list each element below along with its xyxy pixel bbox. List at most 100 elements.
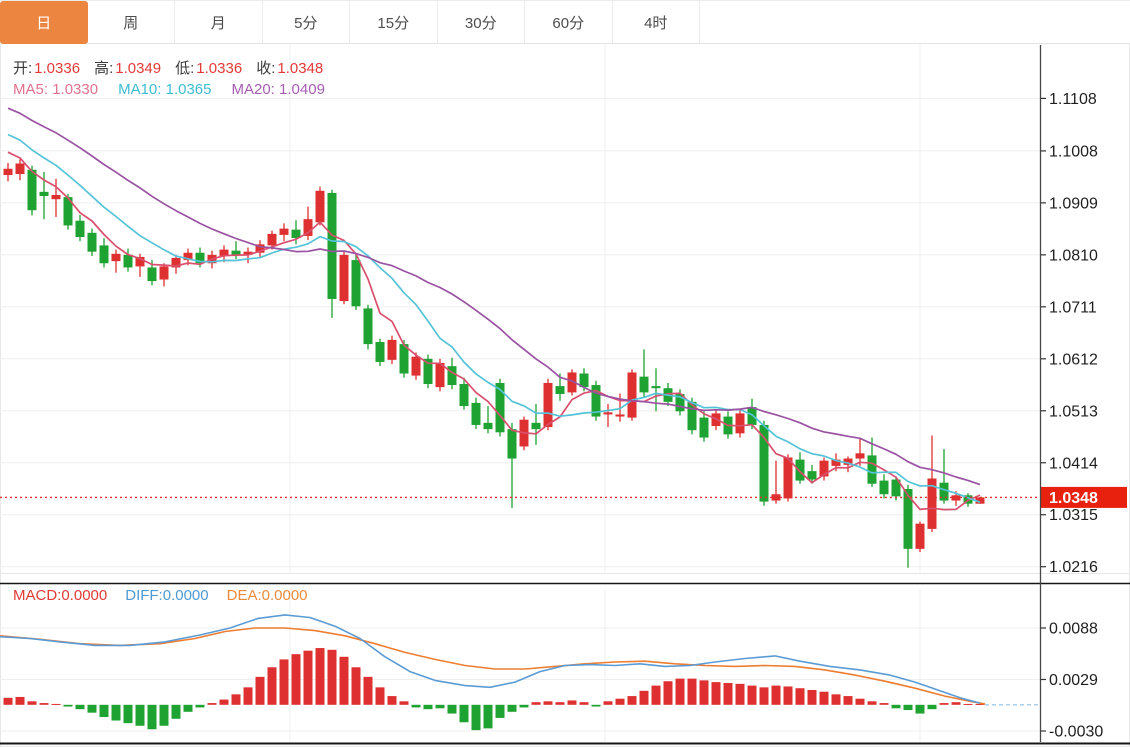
candle (219, 245, 229, 263)
macd-bar (231, 694, 241, 705)
tab-30min[interactable]: 30分 (437, 1, 525, 44)
price-badge: 1.0348 (1040, 486, 1127, 508)
macd-bar (723, 682, 733, 705)
candle (63, 193, 73, 230)
macd-bar (339, 656, 349, 705)
macd-bar (567, 700, 577, 705)
candle-body (27, 169, 37, 211)
candle-body (579, 373, 589, 388)
macd-bar (507, 704, 517, 712)
tab-15min[interactable]: 15分 (350, 1, 438, 44)
candle-body (819, 460, 829, 477)
dea-value-readout: DEA:0.0000 (226, 587, 308, 604)
candle-body (219, 249, 229, 256)
candle-body (495, 382, 505, 433)
price-axis-label: 1.0711 (1049, 299, 1097, 316)
candle-body (75, 220, 85, 237)
candle-body (879, 480, 889, 495)
macd-bar (99, 704, 109, 718)
close-value: 1.0348 (277, 60, 324, 77)
price-axis-label: 1.0315 (1049, 507, 1098, 524)
candle-body (387, 339, 397, 360)
macd-bar (531, 702, 541, 705)
candle (591, 380, 601, 421)
macd-bar (87, 704, 97, 713)
macd-bar (195, 704, 205, 708)
candle (471, 397, 481, 430)
candle (639, 349, 649, 397)
macd-bar (39, 703, 49, 705)
macd-bar (651, 685, 661, 705)
price-axis-label: 1.0216 (1049, 559, 1098, 576)
candle (735, 410, 745, 438)
candle (87, 228, 97, 256)
timeframe-tabbar: 日 周 月 5分 15分 30分 60分 4时 (0, 0, 1130, 44)
candle-body (171, 258, 181, 268)
candle-body (651, 386, 661, 389)
macd-bar (807, 689, 817, 705)
candle-body (231, 250, 241, 255)
macd-bar (783, 686, 793, 705)
candle-body (483, 422, 493, 430)
candle (927, 435, 937, 533)
macd-bar (75, 704, 85, 710)
price-axis-label: 1.0909 (1049, 195, 1098, 212)
price-axis-label: 1.0513 (1049, 403, 1098, 420)
candle (387, 335, 397, 365)
candle-body (267, 233, 277, 246)
tab-week[interactable]: 周 (87, 1, 175, 44)
macd-bar (603, 701, 613, 705)
candle-body (435, 363, 445, 388)
candle-body (195, 252, 205, 264)
candle-body (15, 163, 25, 174)
candle (795, 452, 805, 484)
tab-60min[interactable]: 60分 (525, 1, 613, 44)
macd-bar (459, 704, 469, 723)
price-badge-value: 1.0348 (1049, 490, 1098, 507)
tab-month[interactable]: 月 (175, 1, 263, 44)
candle-body (291, 229, 301, 239)
candle (291, 220, 301, 245)
macd-bar (315, 648, 325, 705)
tab-day[interactable]: 日 (0, 1, 88, 44)
candle (651, 368, 661, 412)
macd-bar (159, 704, 169, 726)
high-label: 高: (94, 60, 114, 77)
candle-body (831, 459, 841, 466)
candle (279, 223, 289, 242)
candle-body (639, 376, 649, 393)
candle-body (615, 414, 625, 417)
candle (783, 454, 793, 502)
macd-bar (795, 688, 805, 705)
macd-bar (399, 701, 409, 705)
candle-body (63, 197, 73, 226)
macd-readout: MACD:0.0000 DIFF:0.0000 DEA:0.0000 (13, 587, 308, 604)
candle (351, 254, 361, 310)
candle-body (555, 386, 565, 394)
candle-body (135, 256, 145, 267)
candle-body (39, 191, 49, 197)
candle-body (603, 412, 613, 415)
candle-body (3, 168, 13, 176)
candle (135, 253, 145, 277)
macd-bar (927, 704, 937, 710)
candle-body (855, 453, 865, 459)
tab-5min[interactable]: 5分 (262, 1, 350, 44)
candle (27, 165, 37, 216)
macd-bar (15, 696, 25, 705)
macd-bar (639, 690, 649, 705)
macd-bar (303, 650, 313, 705)
macd-bar (867, 701, 877, 705)
macd-bar (771, 685, 781, 705)
candle-body (891, 479, 901, 497)
macd-bar (387, 696, 397, 705)
macd-bar (543, 701, 553, 705)
candle (339, 250, 349, 305)
macd-bar (291, 654, 301, 705)
tab-4hour[interactable]: 4时 (612, 1, 700, 44)
candle (315, 186, 325, 226)
ma20-readout: MA20: 1.0409 (231, 81, 325, 98)
price-axis-label: 1.1108 (1049, 91, 1097, 108)
candle-body (735, 413, 745, 434)
macd-bar (963, 703, 973, 705)
